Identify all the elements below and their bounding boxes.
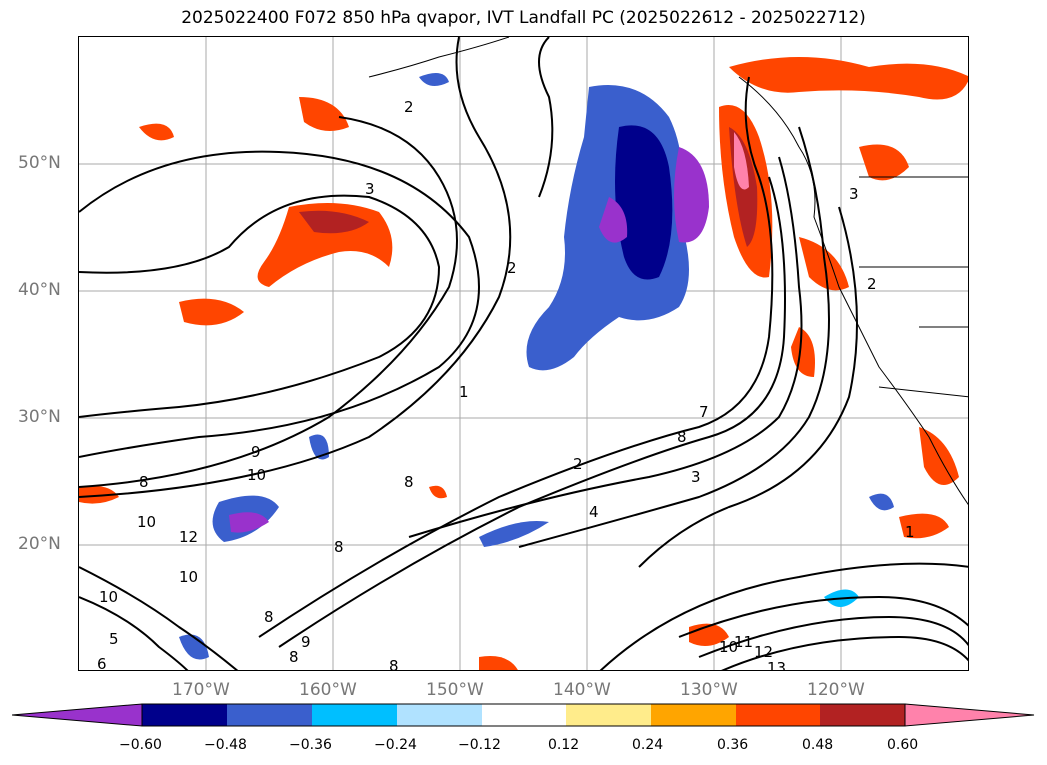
contour-label: 10 [719,638,738,656]
contour-label: 8 [677,428,687,446]
contour-label: 9 [251,443,261,461]
colorbar-tick: 0.60 [887,737,919,753]
colorbar-segment [736,704,820,726]
map-graphic: 2 3 2 1 2 4 3 7 8 8 10 9 10 10 12 10 8 8… [79,37,968,671]
colorbar-segment [566,704,651,726]
contour-label: 4 [589,503,599,521]
contour-label: 8 [289,648,299,666]
colorbar-tick: 0.48 [802,737,834,753]
colorbar-tick: −0.24 [374,737,417,753]
lat-label: 50°N [18,153,61,173]
colorbar-segment [142,704,227,726]
lon-label: 120°W [807,680,865,700]
map-panel: 2 3 2 1 2 4 3 7 8 8 10 9 10 10 12 10 8 8… [78,36,969,671]
contour-label: 2 [404,98,414,116]
colorbar [12,703,1035,727]
negative-pc-shading [179,73,894,660]
lon-label: 140°W [553,680,611,700]
contour-label: 8 [334,538,344,556]
contour-label: 10 [137,513,156,531]
colorbar-tick: −0.60 [119,737,162,753]
contour-label: 12 [754,643,773,661]
colorbar-segment [227,704,312,726]
contour-label: 3 [691,468,701,486]
colorbar-segment [312,704,397,726]
colorbar-tick: 0.24 [632,737,664,753]
contour-label: 10 [179,568,198,586]
graticule [79,37,968,670]
contour-label: 11 [734,633,753,651]
lon-label: 130°W [680,680,738,700]
contour-label: 2 [507,259,517,277]
contour-labels: 2 3 2 1 2 4 3 7 8 8 10 9 10 10 12 10 8 8… [97,98,915,671]
contour-label: 3 [365,180,375,198]
contour-label: 10 [99,588,118,606]
contour-label: 8 [404,473,414,491]
contour-label: 10 [247,466,266,484]
contour-label: 3 [849,185,859,203]
lon-label: 160°W [299,680,357,700]
map-title: 2025022400 F072 850 hPa qvapor, IVT Land… [181,8,866,28]
coastlines [368,37,968,505]
lat-label: 40°N [18,280,61,300]
contour-label: 13 [767,659,786,671]
colorbar-segment [482,704,566,726]
colorbar-tick: −0.48 [204,737,247,753]
lat-label: 20°N [18,534,61,554]
lat-label: 30°N [18,407,61,427]
contour-label: 1 [905,523,915,541]
colorbar-segment [397,704,482,726]
colorbar-tick: 0.36 [717,737,749,753]
colorbar-segment [651,704,736,726]
contour-label: 8 [389,657,399,671]
lon-label: 150°W [426,680,484,700]
colorbar-tick: −0.36 [289,737,332,753]
positive-pc-shading [79,57,968,670]
contour-label: 8 [264,608,274,626]
contour-label: 12 [179,528,198,546]
colorbar-tick: −0.12 [458,737,501,753]
contour-label: 2 [867,275,877,293]
colorbar-segment [820,704,905,726]
contour-label: 7 [699,403,709,421]
contour-label: 2 [573,455,583,473]
contour-label: 5 [109,630,119,648]
colorbar-extend-max [904,703,1035,727]
lon-label: 170°W [172,680,230,700]
contour-label: 8 [139,473,149,491]
contour-label: 6 [97,655,107,671]
contour-label: 1 [459,383,469,401]
colorbar-extend-min [12,703,143,727]
contour-label: 9 [301,633,311,651]
colorbar-tick: 0.12 [548,737,580,753]
ivt-contours [79,37,968,670]
